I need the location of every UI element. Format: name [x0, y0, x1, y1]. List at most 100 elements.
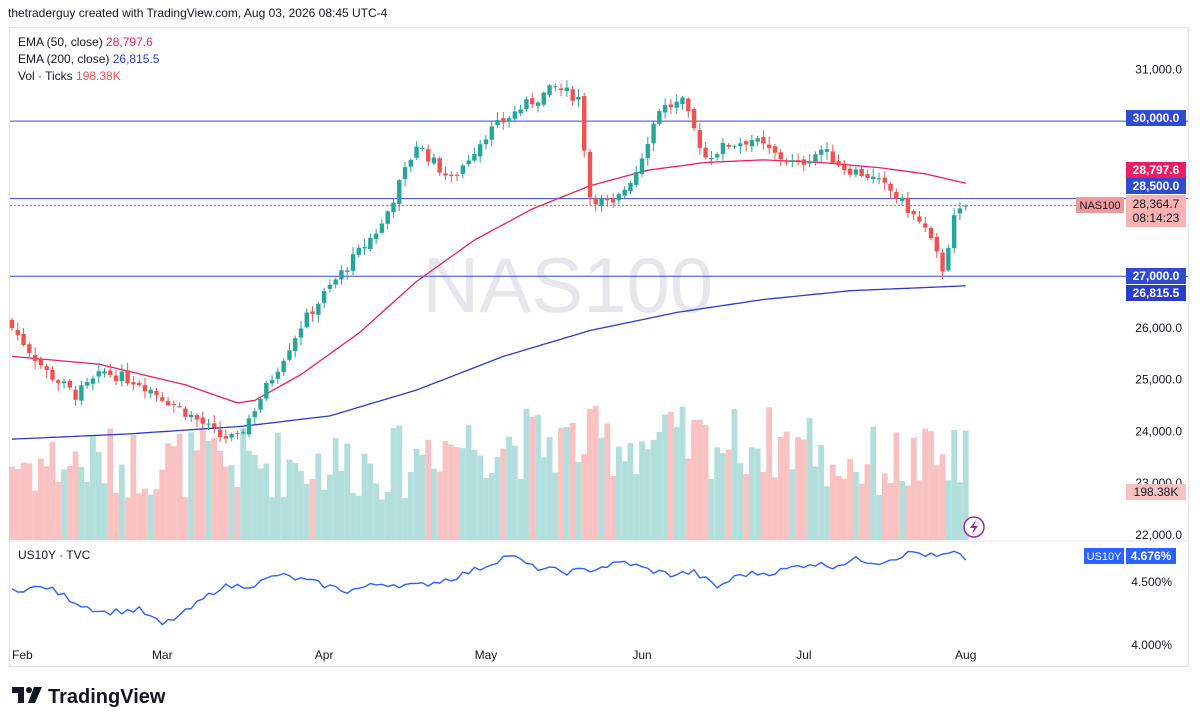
candle [761, 130, 766, 150]
candle [431, 153, 437, 166]
candle [212, 415, 217, 434]
candle [229, 432, 234, 442]
svg-text:28,364.7: 28,364.7 [1133, 197, 1180, 211]
candle [356, 244, 361, 258]
volume-bar [431, 468, 437, 540]
candle [749, 134, 755, 152]
svg-text:27,000.0: 27,000.0 [1133, 269, 1180, 283]
volume-bar [66, 466, 73, 540]
candle [160, 391, 165, 403]
legend-volume[interactable]: Vol · Ticks 198.38K [18, 68, 121, 85]
volume-bar [165, 443, 171, 540]
svg-text:08:14:23: 08:14:23 [1133, 211, 1180, 225]
price-tag-27000: 27,000.0 [1126, 268, 1186, 284]
legend-ema50[interactable]: EMA (50, close) 28,797.6 [18, 34, 153, 51]
volume-bar [847, 459, 853, 540]
volume-bar [142, 488, 148, 540]
price-tick-label: 25,000.0 [1135, 373, 1182, 387]
tradingview-logo[interactable]: TradingView [12, 686, 165, 709]
time-tick-label: Jun [632, 648, 651, 662]
volume-bar [795, 437, 801, 540]
tradingview-brand: TradingView [48, 686, 166, 709]
candle [50, 366, 55, 382]
candle [327, 279, 333, 293]
volume-bar [806, 418, 813, 540]
candle [946, 244, 951, 272]
time-tick-label: May [475, 648, 498, 662]
candle [281, 358, 286, 377]
volume-bar [598, 437, 605, 540]
volume-bars [9, 406, 969, 540]
price-tick-label: 24,000.0 [1135, 424, 1182, 438]
candle [888, 182, 893, 199]
volume-bar [211, 437, 218, 540]
volume-bar [743, 474, 749, 540]
candle [657, 109, 662, 126]
legend-ema200[interactable]: EMA (200, close) 26,815.5 [18, 51, 159, 68]
volume-bar [84, 481, 91, 540]
candle [385, 210, 390, 230]
us10y-symbol-tag: US10Y [1084, 548, 1124, 564]
candle [911, 209, 916, 220]
volume-bar [523, 408, 530, 540]
ema200-line [11, 285, 966, 440]
candle [622, 186, 627, 199]
volume-bar [407, 471, 414, 540]
candle [350, 246, 356, 276]
volume-bar [95, 451, 102, 540]
volume-bar [535, 414, 541, 540]
svg-text:26,815.5: 26,815.5 [1133, 286, 1180, 300]
candle [564, 80, 570, 97]
volume-bar [188, 432, 195, 540]
volume-bar [748, 447, 755, 540]
lightning-icon[interactable] [963, 516, 985, 538]
volume-bar [714, 447, 721, 540]
volume-bar [396, 425, 403, 540]
candle [454, 171, 460, 182]
candle [241, 428, 246, 435]
volume-bar [945, 480, 952, 540]
volume-bar [881, 473, 888, 540]
volume-bar [274, 432, 281, 540]
volume-bar [338, 470, 345, 540]
candle [518, 104, 523, 117]
candle [102, 367, 107, 378]
candle [697, 122, 703, 155]
candle [316, 301, 321, 323]
volume-bar [471, 449, 478, 540]
volume-bar [303, 483, 310, 540]
volume-bar [662, 414, 669, 540]
candle [154, 387, 159, 402]
chart-frame [9, 27, 1189, 667]
time-tick-label: Apr [315, 648, 334, 662]
volume-bar [864, 464, 871, 540]
candle [790, 153, 795, 168]
volume-bar [581, 453, 588, 540]
volume-bar [644, 449, 651, 540]
candle [593, 194, 598, 212]
candle [472, 147, 477, 163]
volume-bar [835, 475, 842, 540]
volume-bar [876, 495, 882, 540]
volume-bar [673, 426, 680, 540]
candle [165, 396, 171, 407]
us10y-legend[interactable]: US10Y · TVC [18, 548, 91, 562]
candle [853, 166, 859, 178]
candle [859, 166, 864, 178]
volume-bar [78, 466, 85, 540]
volume-bar [621, 461, 628, 540]
volume-bar [280, 497, 287, 540]
volume-bar [546, 437, 553, 540]
candle [882, 171, 887, 191]
volume-bar [55, 481, 62, 540]
candle [830, 144, 835, 165]
volume-tag: 198.38K [1126, 484, 1186, 500]
volume-bar [309, 478, 316, 540]
legend-ema200-value: 26,815.5 [112, 52, 160, 66]
volume-bar [327, 474, 333, 540]
volume-bar [893, 432, 900, 540]
volume-bar [916, 480, 923, 540]
candle [824, 142, 830, 160]
candle [460, 163, 466, 179]
